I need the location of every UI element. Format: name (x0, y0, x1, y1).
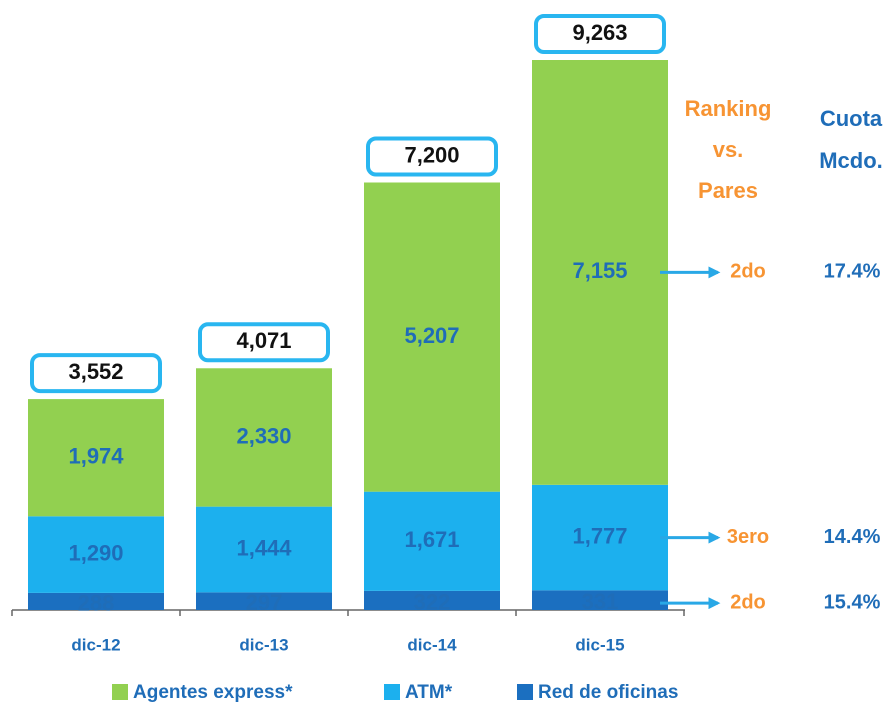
bar-segment (196, 592, 332, 610)
total-box (366, 136, 498, 177)
total-label: 3,552 (68, 359, 123, 384)
legend-swatch (384, 684, 400, 700)
value-label: 1,974 (68, 444, 124, 469)
bar-segment (364, 590, 500, 610)
value-label: 331 (582, 589, 619, 614)
value-label: 288 (78, 590, 115, 615)
bar-segment (532, 484, 668, 591)
total-label: 7,200 (404, 142, 459, 167)
bar-segment (28, 592, 164, 610)
bar-segment (532, 60, 668, 485)
legend-label: Agentes express* (133, 682, 293, 703)
ranking-header: Pares (698, 178, 758, 203)
bar-segment (28, 399, 164, 517)
value-label: 7,155 (572, 258, 627, 283)
ranking-header: vs. (713, 137, 744, 162)
share-label: 14.4% (824, 526, 881, 548)
x-tick-label: dic-14 (407, 635, 457, 654)
total-label: 4,071 (236, 328, 291, 353)
rank-label: 2do (730, 261, 766, 283)
x-tick-label: dic-12 (71, 635, 120, 654)
bar-segment (532, 590, 668, 610)
legend-swatch (517, 684, 533, 700)
share-header: Mcdo. (819, 148, 883, 173)
value-label: 1,671 (404, 527, 459, 552)
total-box (534, 14, 666, 54)
bar-segment (196, 506, 332, 593)
value-label: 2,330 (236, 423, 291, 448)
value-label: 297 (246, 590, 283, 615)
value-label: 1,290 (68, 540, 123, 565)
bar-segment (196, 368, 332, 507)
legend-label: Red de oficinas (538, 682, 678, 703)
value-label: 1,777 (572, 523, 627, 548)
total-box (198, 322, 330, 363)
share-label: 15.4% (824, 591, 881, 613)
value-label: 1,444 (236, 535, 292, 560)
value-label: 322 (414, 589, 451, 614)
bar-segment (364, 491, 500, 591)
share-header: Cuota (820, 106, 883, 131)
bar-segment (28, 516, 164, 593)
share-label: 17.4% (824, 261, 881, 283)
rank-label: 3ero (727, 526, 769, 548)
bar-segment (364, 182, 500, 492)
x-tick-label: dic-13 (239, 635, 288, 654)
total-label: 9,263 (572, 20, 627, 45)
total-box (30, 353, 162, 394)
x-tick-label: dic-15 (575, 635, 624, 654)
value-label: 5,207 (404, 323, 459, 348)
rank-label: 2do (730, 591, 766, 613)
ranking-header: Ranking (685, 96, 772, 121)
legend-swatch (112, 684, 128, 700)
legend-label: ATM* (405, 682, 453, 703)
